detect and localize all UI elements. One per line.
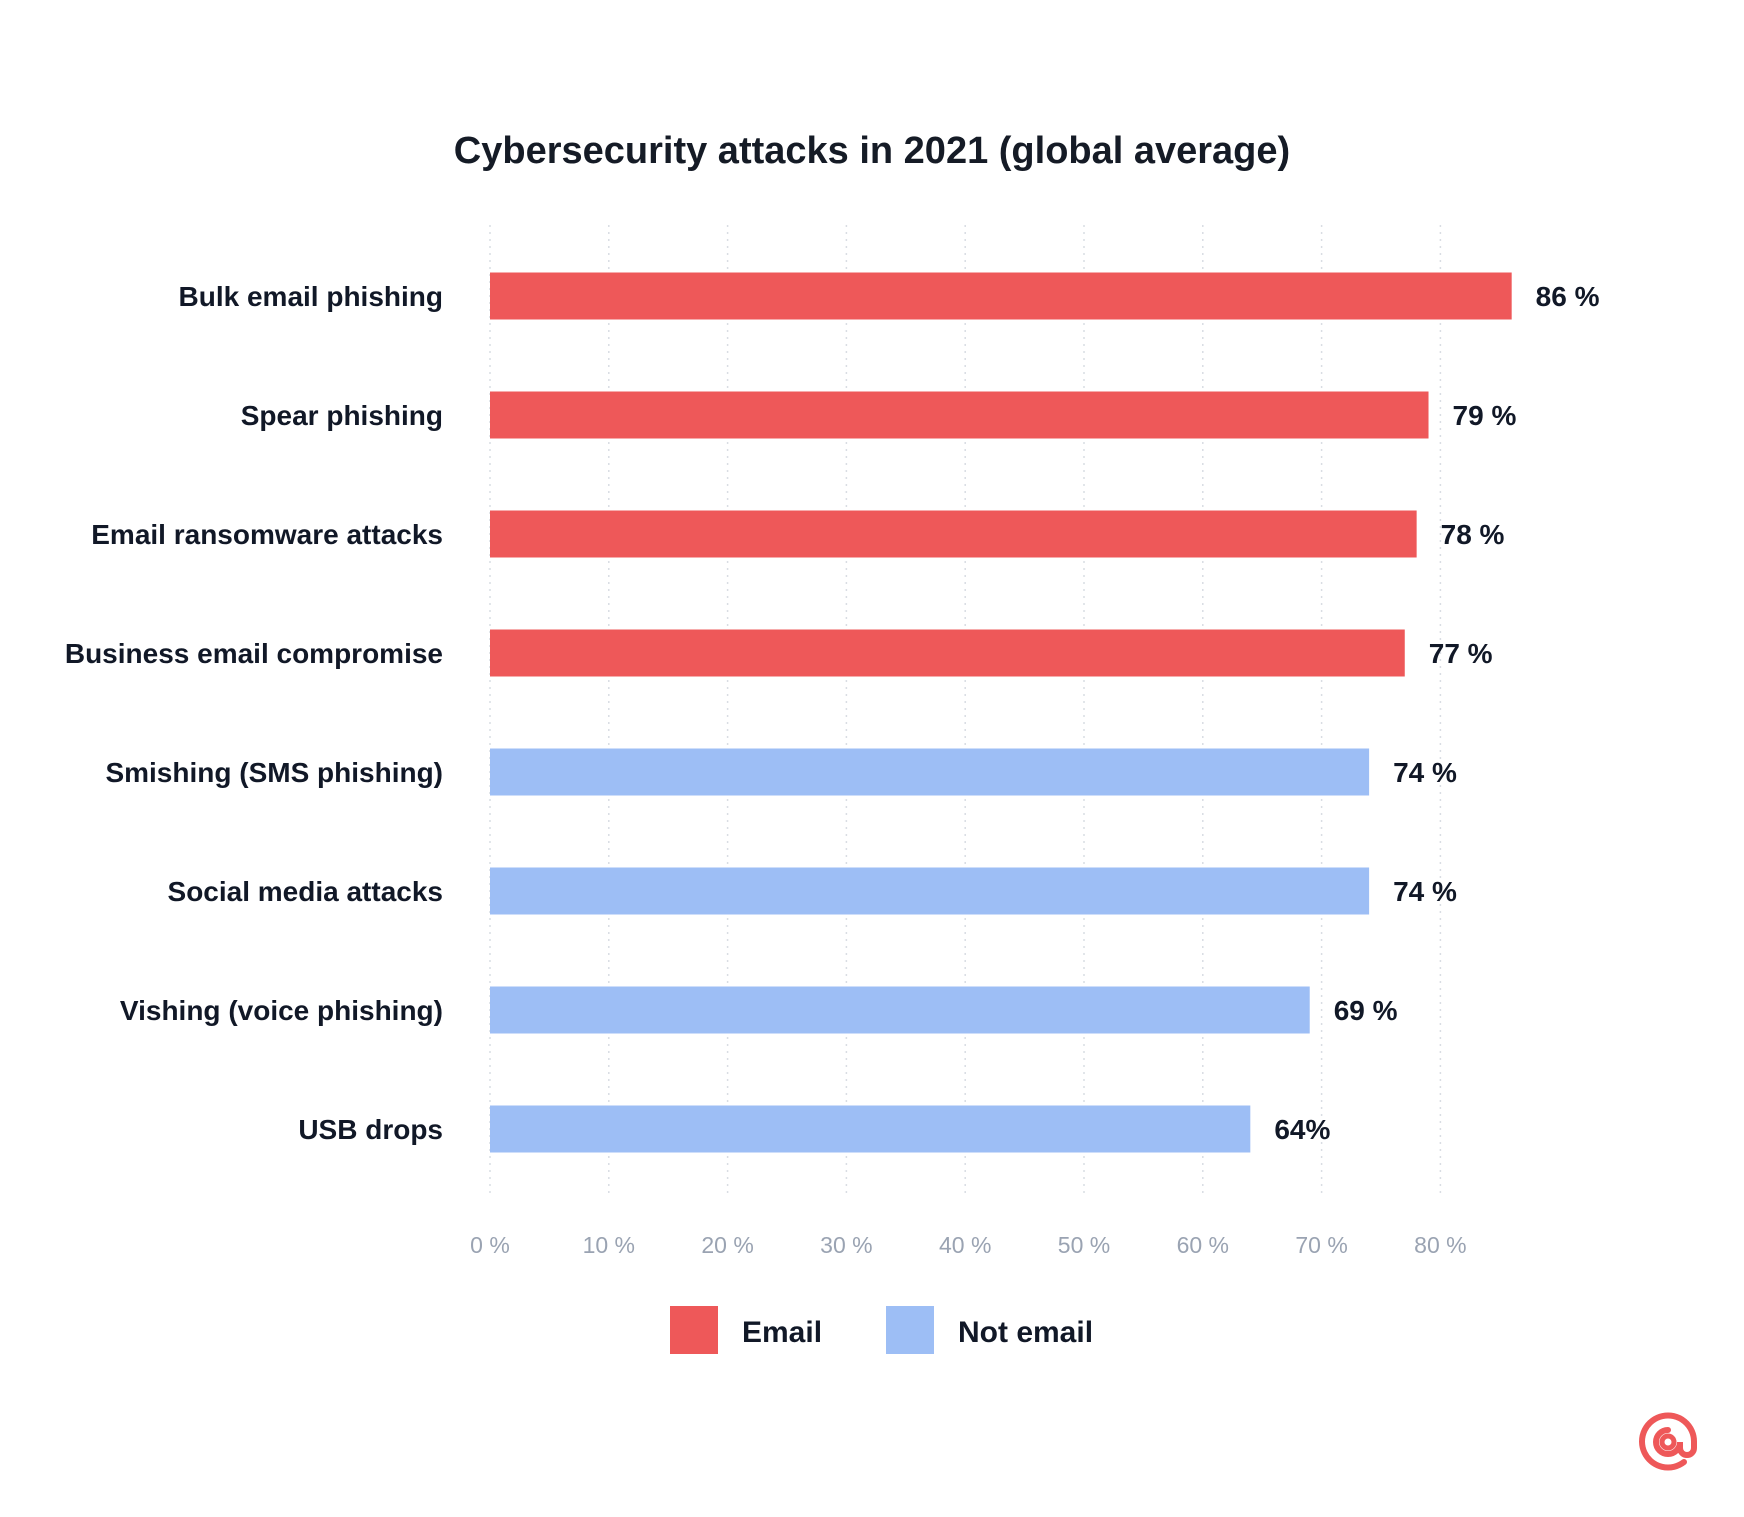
bar: [490, 986, 1310, 1034]
bar: [490, 391, 1429, 439]
value-label: 77 %: [1429, 638, 1493, 669]
value-label: 78 %: [1441, 519, 1505, 550]
chart-title: Cybersecurity attacks in 2021 (global av…: [453, 130, 1291, 172]
x-tick-label: 60 %: [1177, 1232, 1229, 1258]
legend-swatch: [886, 1306, 934, 1354]
category-label: Bulk email phishing: [179, 281, 443, 312]
bar: [490, 867, 1370, 915]
bar: [490, 272, 1512, 320]
bars: [490, 272, 1512, 1153]
x-tick-label: 40 %: [939, 1232, 991, 1258]
value-label: 74 %: [1393, 876, 1457, 907]
value-label: 74 %: [1393, 757, 1457, 788]
legend-swatch: [670, 1306, 718, 1354]
x-tick-label: 80 %: [1414, 1232, 1466, 1258]
x-tick-label: 20 %: [701, 1232, 753, 1258]
bar: [490, 1105, 1251, 1153]
value-label: 64%: [1274, 1114, 1330, 1145]
category-label: Vishing (voice phishing): [120, 995, 443, 1026]
x-tick-label: 30 %: [820, 1232, 872, 1258]
x-tick-label: 10 %: [583, 1232, 635, 1258]
category-label: Business email compromise: [65, 638, 443, 669]
legend-label: Email: [742, 1316, 822, 1349]
value-label: 79 %: [1453, 400, 1517, 431]
x-tick-label: 50 %: [1058, 1232, 1110, 1258]
value-label: 86 %: [1536, 281, 1600, 312]
category-labels: Bulk email phishing Spear phishing Email r…: [65, 281, 443, 1145]
x-tick-label: 70 %: [1295, 1232, 1347, 1258]
at-sign-icon: [1639, 1412, 1698, 1471]
value-labels: 86 % 79 % 78 % 77 % 74 % 74 % 69 % 64%: [1274, 281, 1599, 1145]
bar: [490, 748, 1370, 796]
category-label: USB drops: [298, 1114, 443, 1145]
category-label: Smishing (SMS phishing): [105, 757, 443, 788]
x-tick-label: 0 %: [470, 1232, 510, 1258]
category-label: Social media attacks: [168, 876, 443, 907]
legend-label: Not email: [958, 1316, 1093, 1349]
bar: [490, 629, 1405, 677]
category-label: Email ransomware attacks: [91, 519, 443, 550]
value-label: 69 %: [1334, 995, 1398, 1026]
x-axis-ticks: 0 % 10 % 20 % 30 % 40 % 50 % 60 % 70 % 80 %: [470, 1232, 1466, 1258]
bar: [490, 510, 1417, 558]
grid-lines: [489, 225, 1442, 1195]
category-label: Spear phishing: [241, 400, 443, 431]
legend: Email Not email: [670, 1306, 1093, 1354]
